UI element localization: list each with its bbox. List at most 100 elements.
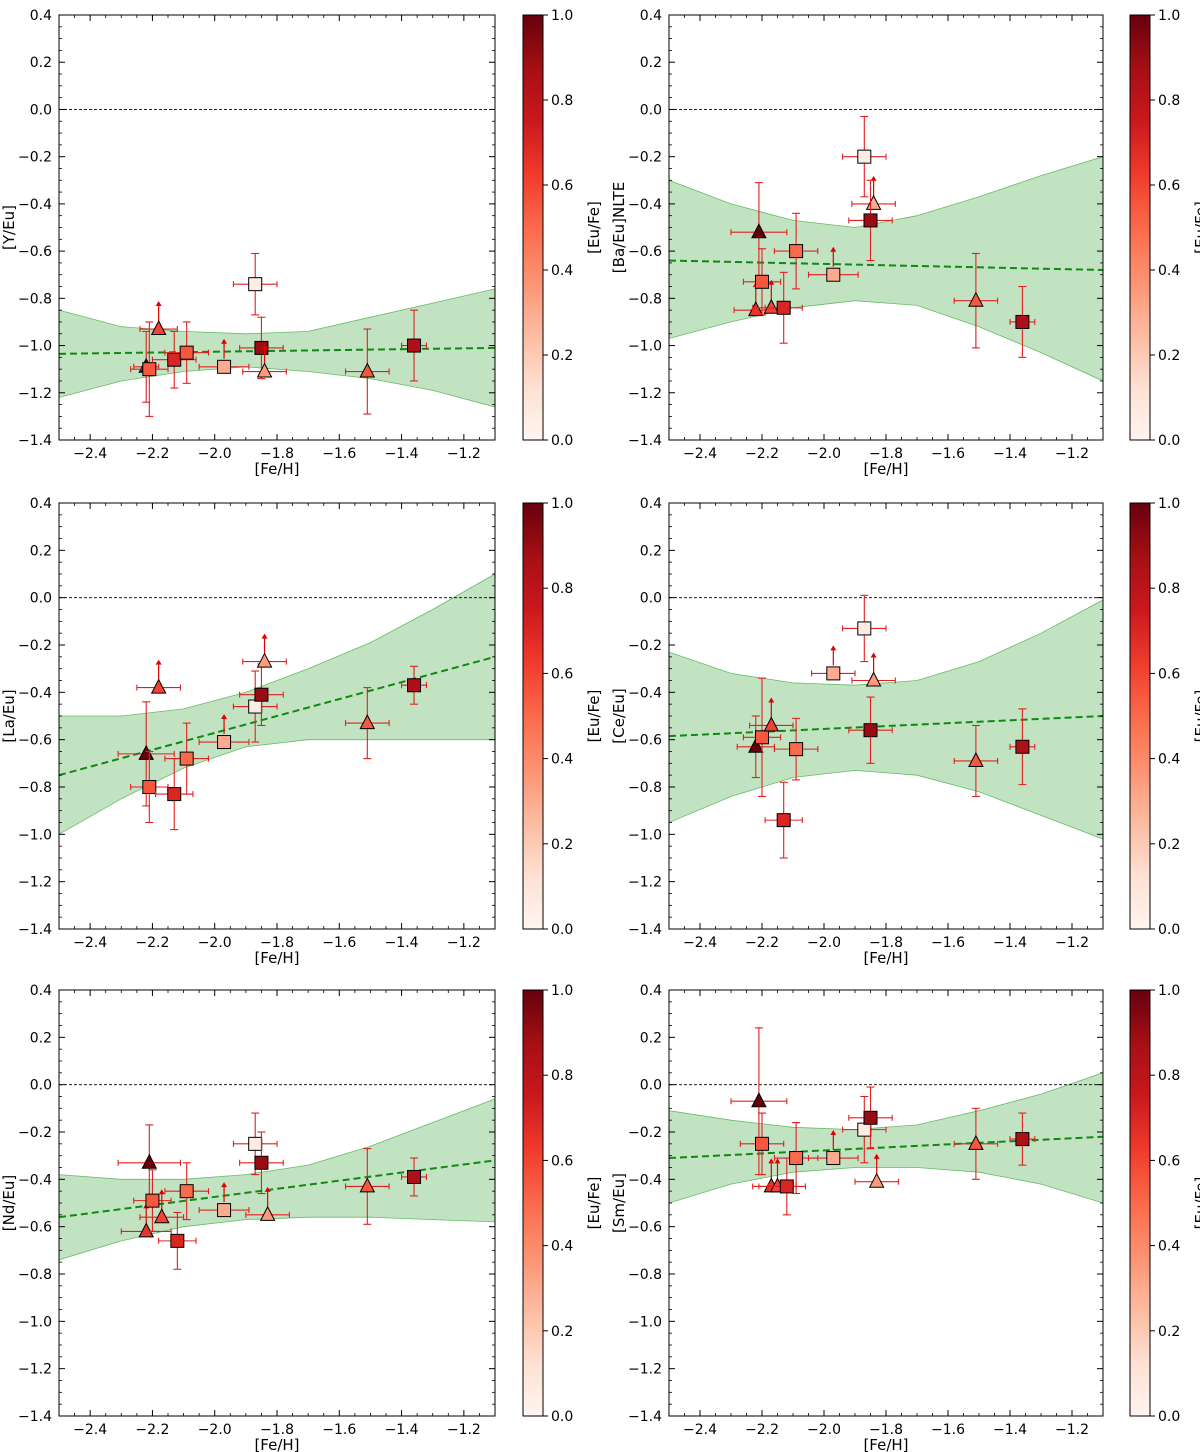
colorbar-gradient: [522, 989, 544, 1417]
limit-arrow-head: [261, 633, 268, 639]
triangle-marker: [359, 362, 376, 378]
y-tick-label: 0.0: [30, 591, 52, 607]
y-tick-label: 0.0: [30, 1078, 52, 1094]
square-marker: [1015, 1132, 1030, 1147]
y-tick-label: 0.0: [640, 1078, 662, 1094]
square-marker: [254, 1155, 269, 1170]
square-marker: [248, 1136, 263, 1151]
x-tick-label: −2.2: [135, 935, 169, 951]
y-tick-label: −1.4: [18, 433, 52, 449]
triangle-marker: [763, 716, 780, 732]
square-marker: [1015, 314, 1030, 329]
triangle-marker: [968, 1134, 984, 1150]
square-marker: [167, 352, 182, 367]
confidence-band: [59, 1098, 495, 1261]
x-tick-label: −1.8: [260, 935, 294, 951]
confidence-band: [669, 599, 1103, 840]
colorbar-tick-label: 0.4: [1158, 263, 1180, 279]
y-tick-label: −0.4: [18, 1172, 52, 1188]
y-tick-label: −1.0: [18, 339, 52, 355]
square-marker: [863, 723, 878, 738]
limit-arrow-head: [768, 697, 775, 703]
data-point: [158, 1211, 197, 1270]
data-point: [239, 1131, 284, 1195]
colorbar-tick-label: 1.0: [1158, 8, 1180, 24]
y-tick-label: −0.8: [628, 780, 662, 796]
limit-arrow-head: [768, 1158, 775, 1164]
limit-arrow-head: [830, 246, 837, 252]
square-marker: [776, 813, 791, 828]
y-tick-label: −1.4: [628, 433, 662, 449]
data-point: [245, 1186, 291, 1221]
data-point: [953, 1107, 999, 1180]
data-point: [401, 309, 428, 382]
y-tick-label: 0.2: [640, 1030, 662, 1046]
square-marker: [217, 735, 232, 750]
y-tick-label: −0.4: [628, 1172, 662, 1188]
x-tick-label: −1.6: [931, 446, 965, 462]
colorbar-label: [Eu/Fe]: [1192, 1177, 1200, 1230]
colorbar-tick-label: 0.0: [551, 922, 573, 938]
data-point: [773, 717, 819, 781]
y-tick-label: 0.4: [30, 983, 52, 999]
colorbar-tick-label: 0.6: [551, 178, 573, 194]
fit-line: [669, 715, 1103, 738]
data-point: [730, 182, 788, 283]
limit-arrow-head: [873, 1153, 880, 1159]
x-tick-label: −2.4: [73, 446, 107, 462]
x-tick-label: −1.6: [322, 1422, 356, 1438]
data-point: [742, 248, 782, 316]
panel-6: −2.4 −2.2 −2.0 −1.8 −1.6 −1.4 −1.2 0.4 0.2 0.0 −0.…: [610, 983, 1200, 1452]
data-point: [401, 1157, 428, 1197]
y-tick-label: 0.2: [30, 543, 52, 559]
triangle-marker: [865, 194, 882, 210]
colorbar: 0.0 0.2 0.4 0.6 0.8 1.0 [Eu/Fe]: [522, 983, 603, 1425]
colorbar-tick-label: 0.0: [1158, 1409, 1180, 1425]
colorbar-tick-label: 0.0: [551, 1409, 573, 1425]
colorbar-tick-label: 0.2: [1158, 348, 1180, 364]
triangle-marker: [868, 1172, 885, 1188]
colorbar-tick-label: 0.0: [551, 433, 573, 449]
y-tick-label: 0.4: [30, 8, 52, 24]
y-tick-label: 0.0: [640, 102, 662, 118]
x-axis-label: [Fe/H]: [254, 949, 299, 967]
x-axis-label: [Fe/H]: [254, 460, 299, 478]
y-tick-label: −1.2: [628, 386, 662, 402]
y-tick-label: −0.4: [628, 197, 662, 213]
x-tick-label: −1.2: [1055, 1422, 1089, 1438]
data-point: [239, 316, 284, 380]
triangle-marker: [747, 737, 764, 753]
y-axis-label: [Sm/Eu]: [610, 1173, 628, 1233]
colorbar-tick-label: 0.6: [1158, 1153, 1180, 1169]
y-tick-label: −0.6: [628, 733, 662, 749]
colorbar-tick-label: 0.2: [1158, 1324, 1180, 1340]
x-tick-label: −1.4: [993, 446, 1027, 462]
x-tick-label: −1.8: [869, 935, 903, 951]
colorbar-tick-label: 0.6: [551, 1153, 573, 1169]
x-tick-label: −1.8: [260, 1422, 294, 1438]
x-tick-label: −1.8: [869, 446, 903, 462]
colorbar-tick-label: 1.0: [1158, 496, 1180, 512]
colorbar-tick-label: 0.6: [1158, 666, 1180, 682]
x-tick-label: −1.2: [1055, 446, 1089, 462]
y-tick-label: −1.4: [628, 922, 662, 938]
y-tick-label: −0.8: [18, 291, 52, 307]
colorbar: 0.0 0.2 0.4 0.6 0.8 1.0 [Eu/Fe]: [522, 8, 603, 449]
data-point: [242, 343, 287, 378]
colorbar-tick-label: 0.2: [551, 348, 573, 364]
limit-arrow-head: [830, 1130, 837, 1136]
square-marker: [755, 1136, 769, 1151]
colorbar-label: [Eu/Fe]: [585, 690, 603, 743]
y-tick-label: 0.4: [30, 496, 52, 512]
fit-line: [669, 259, 1103, 271]
x-tick-label: −1.2: [1055, 935, 1089, 951]
y-tick-label: 0.4: [640, 496, 662, 512]
colorbar: 0.0 0.2 0.4 0.6 0.8 1.0 [Eu/Fe]: [1129, 8, 1200, 449]
square-marker: [254, 687, 269, 702]
data-point: [232, 252, 278, 316]
data-point: [130, 321, 169, 417]
y-tick-label: −1.2: [18, 1362, 52, 1378]
limit-arrow-head: [158, 1189, 165, 1195]
colorbar-tick-label: 0.4: [1158, 1239, 1180, 1255]
y-tick-label: −1.0: [628, 1314, 662, 1330]
